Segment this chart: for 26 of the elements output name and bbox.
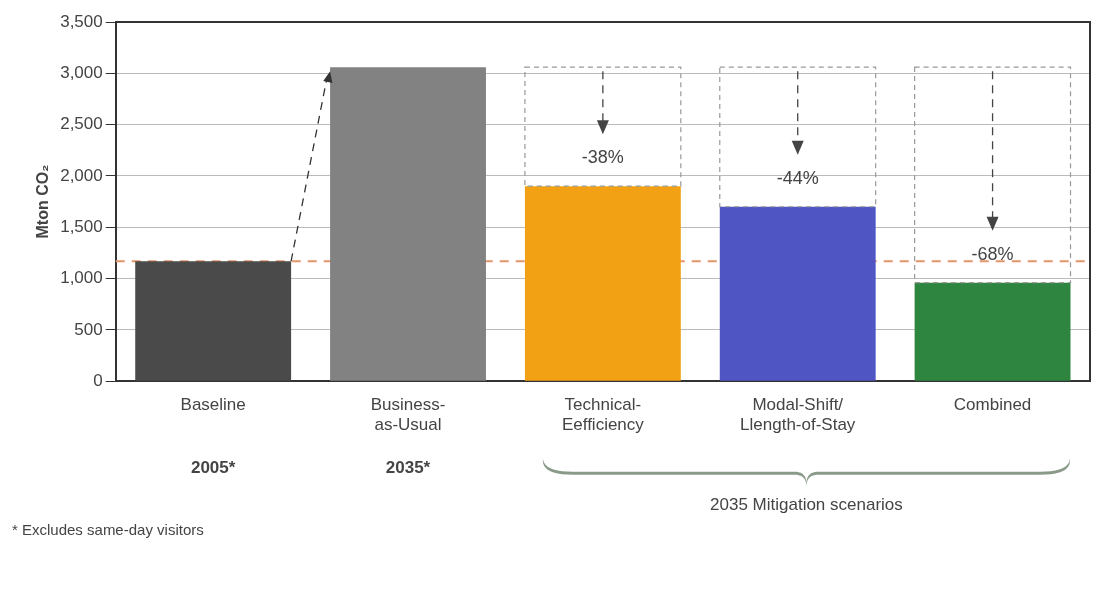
x-tick-label: Technical-Eefficiency (561, 395, 645, 435)
bar (719, 206, 876, 381)
y-tick-label: 1,000 (60, 268, 103, 288)
y-tick-label: 2,500 (60, 114, 103, 134)
x-tick-label: Business-as-Usual (370, 395, 446, 435)
x-tick-label: Baseline (180, 395, 246, 415)
y-tick-label: 2,000 (60, 165, 103, 185)
bar (330, 67, 486, 381)
y-tick-label: 0 (93, 370, 103, 390)
annotation: -38% (581, 147, 624, 168)
x-tick-label: Modal-Shift/Llength-of-Stay (740, 395, 856, 435)
bar (524, 186, 681, 381)
text: 2035* (385, 458, 431, 479)
bar (135, 261, 292, 381)
y-tick-label: 3,500 (60, 11, 103, 31)
text: 2005* (190, 458, 236, 479)
y-tick-label: 3,000 (60, 63, 103, 82)
x-tick-label: Combined (953, 395, 1032, 415)
y-tick-label: 1,500 (60, 216, 103, 236)
text: * Excludes same-day visitors (12, 521, 204, 539)
text: 2035 Mitigation scenarios (710, 495, 903, 516)
y-axis-title: Mton CO₂ (34, 164, 52, 239)
bar (914, 282, 1071, 381)
annotation: -68% (971, 243, 1014, 264)
annotation: -44% (776, 167, 819, 188)
y-tick-label: 500 (74, 319, 103, 339)
